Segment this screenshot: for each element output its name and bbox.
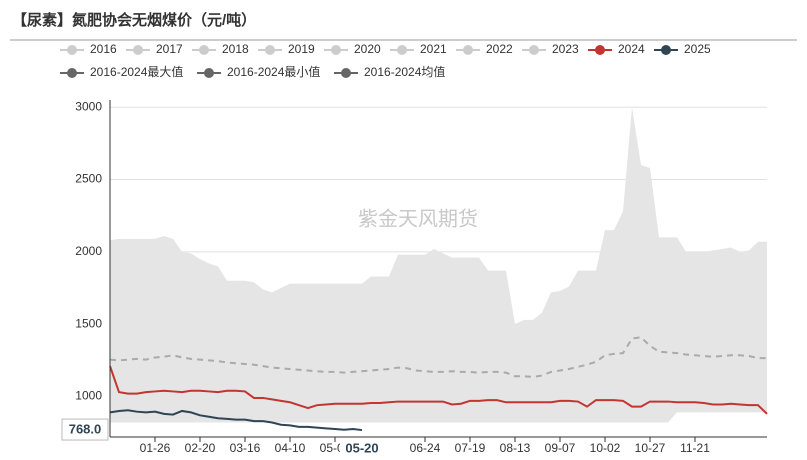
legend-icon — [661, 45, 671, 55]
y-tick-label: 2000 — [75, 244, 102, 258]
legend-icon — [529, 45, 539, 55]
legend-icon — [67, 68, 77, 78]
legend-label: 2016 — [90, 42, 117, 56]
x-pointer-box — [340, 438, 384, 459]
x-tick-label: 10-02 — [590, 441, 621, 455]
y-tick-label: 1500 — [75, 316, 102, 330]
x-tick-label: 11-21 — [680, 441, 710, 455]
legend-label: 2016-2024最小值 — [227, 64, 320, 79]
y-tick-label: 2500 — [75, 172, 102, 186]
legend-label: 2023 — [552, 42, 579, 56]
x-tick-label: 08-13 — [500, 441, 531, 455]
x-tick-label: 03-16 — [230, 441, 261, 455]
x-tick-label: 10-27 — [635, 441, 666, 455]
legend-label: 2024 — [618, 42, 645, 56]
series-line — [109, 365, 768, 415]
x-tick-label: 02-20 — [185, 441, 216, 455]
legend-icon — [397, 45, 407, 55]
legend-icon — [265, 45, 275, 55]
y-pointer-box — [61, 418, 109, 441]
x-tick-label: 09-07 — [545, 441, 576, 455]
legend-label: 2022 — [486, 42, 513, 56]
legend-icon — [341, 68, 351, 78]
legend-icon — [331, 45, 341, 55]
legend-label: 2016-2024最大值 — [90, 64, 183, 79]
legend-icon — [463, 45, 473, 55]
x-tick-label: 04-10 — [275, 441, 306, 455]
watermark: 紫金天风期货 — [358, 207, 478, 230]
legend-icon — [67, 45, 77, 55]
series-line — [109, 409, 363, 432]
y-pointer-label: 768.0 — [69, 421, 102, 436]
legend-label: 2017 — [156, 42, 183, 56]
chart-title: 【尿素】氮肥协会无烟煤价（元/吨） — [12, 11, 256, 29]
legend-icon — [199, 45, 209, 55]
legend-icon — [133, 45, 143, 55]
legend-label: 2020 — [354, 42, 381, 56]
legend-label: 2021 — [420, 42, 447, 56]
band-area — [110, 107, 767, 438]
x-tick-label: 01-26 — [140, 441, 171, 455]
x-tick-label: 06-24 — [410, 441, 441, 455]
legend-label: 2025 — [684, 42, 711, 56]
legend-label: 2018 — [222, 42, 249, 56]
legend-label: 2019 — [288, 42, 315, 56]
x-tick-label: 07-19 — [455, 441, 486, 455]
band-area — [110, 412, 767, 437]
mean-line — [109, 336, 767, 378]
x-pointer-label: 05-20 — [345, 440, 378, 455]
legend-icon — [595, 45, 605, 55]
legend-label: 2016-2024均值 — [364, 64, 445, 79]
y-tick-label: 1000 — [75, 389, 102, 403]
legend-icon — [204, 68, 214, 78]
y-tick-label: 3000 — [75, 99, 102, 113]
